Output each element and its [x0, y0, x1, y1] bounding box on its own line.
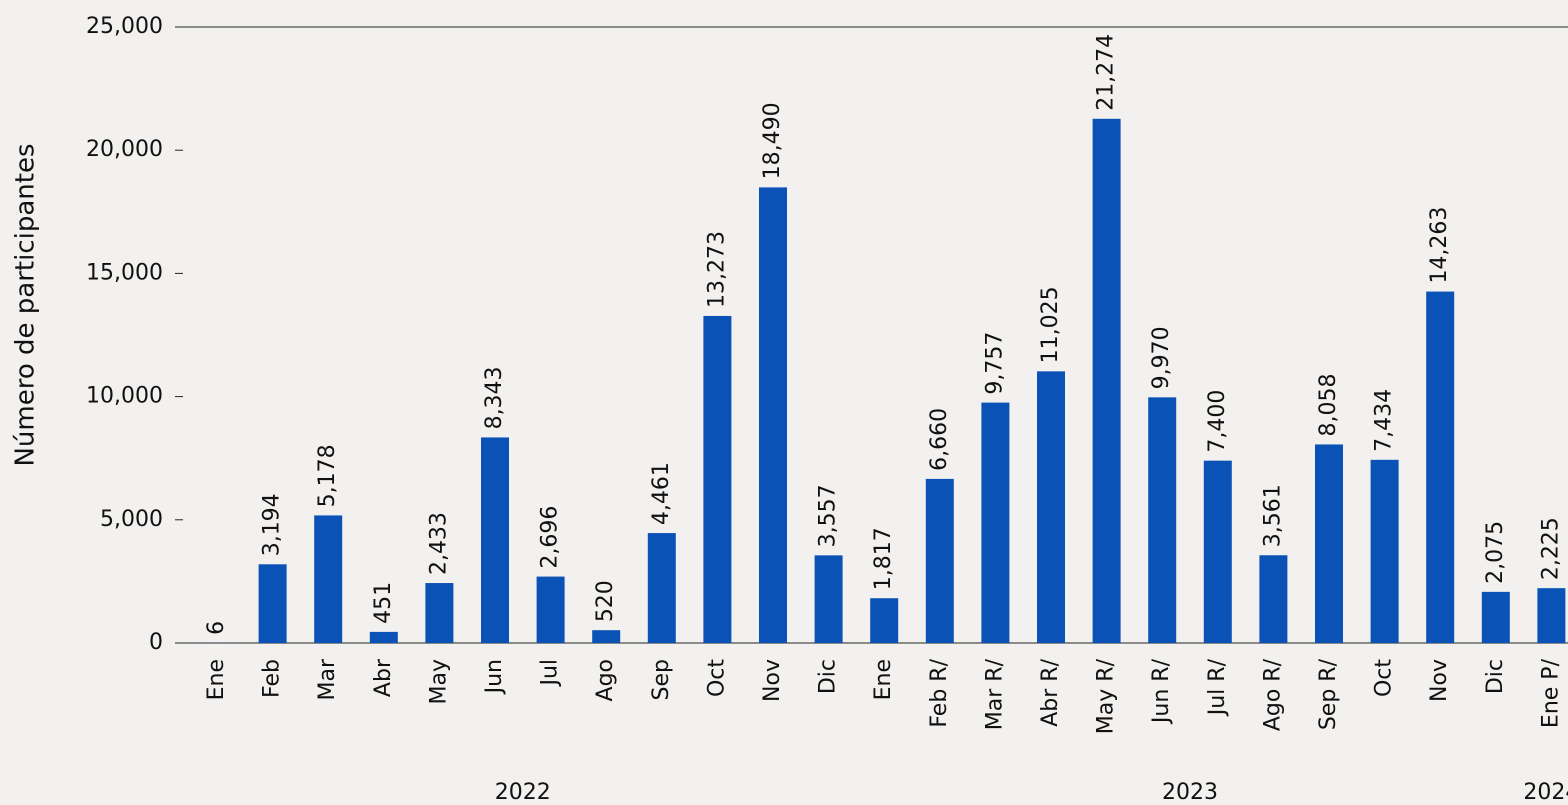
data-label: 8,058 — [1316, 373, 1341, 436]
data-label: 8,343 — [482, 366, 507, 429]
data-label: 451 — [371, 582, 396, 624]
data-label: 520 — [593, 580, 618, 622]
group-label: 2023 — [1162, 780, 1218, 805]
bar — [1148, 397, 1177, 643]
bar — [1370, 459, 1399, 643]
data-label: 1,817 — [871, 527, 896, 590]
x-tick-label: Ago — [593, 659, 618, 701]
data-label: 7,434 — [1372, 389, 1397, 452]
x-tick-label: Jul R/ — [1205, 658, 1230, 717]
data-label: 13,273 — [704, 231, 729, 308]
x-tick-label: Abr R/ — [1038, 658, 1063, 726]
bar — [981, 402, 1010, 643]
bar — [1203, 460, 1232, 643]
x-tick-label: Jun R/ — [1149, 658, 1174, 725]
group-label: 2022 — [495, 780, 551, 805]
x-tick-label: Jun — [482, 659, 507, 695]
x-tick-label: Feb R/ — [927, 658, 952, 727]
x-tick-label: Sep R/ — [1316, 658, 1341, 730]
y-tick-label: 20,000 — [86, 137, 163, 162]
x-tick-label: May — [426, 659, 451, 704]
x-tick-label: Feb — [260, 659, 285, 698]
data-label: 14,263 — [1427, 207, 1452, 284]
x-tick-label: Jul — [538, 659, 563, 688]
bar — [1315, 444, 1343, 643]
bar — [369, 631, 398, 643]
data-label: 18,490 — [760, 102, 785, 179]
bar — [814, 555, 843, 643]
data-label: 7,400 — [1205, 390, 1230, 453]
data-label: 6,660 — [927, 408, 952, 471]
y-tick-label: 5,000 — [100, 507, 163, 532]
data-label: 9,757 — [982, 332, 1007, 395]
bar — [425, 583, 454, 643]
bar — [1092, 118, 1121, 643]
bar — [925, 478, 954, 643]
data-label: 2,225 — [1538, 517, 1563, 580]
data-label: 11,025 — [1038, 286, 1063, 363]
bar — [1537, 588, 1566, 643]
data-label: 9,970 — [1149, 326, 1174, 389]
bar — [592, 630, 621, 643]
data-label: 4,461 — [649, 462, 674, 525]
data-label: 2,433 — [426, 512, 451, 575]
x-tick-label: Sep — [649, 659, 674, 700]
x-tick-label: May R/ — [1094, 658, 1119, 734]
y-axis-title: Número de participantes — [11, 143, 41, 466]
bar — [647, 533, 676, 643]
x-tick-label: Ene — [204, 659, 229, 700]
x-tick-label: Oct — [1372, 659, 1397, 697]
group-label: 2024 — [1523, 780, 1568, 805]
x-tick-label: Ago R/ — [1260, 658, 1285, 731]
x-tick-label: Ene — [871, 659, 896, 700]
bar — [759, 187, 787, 643]
data-label: 21,274 — [1094, 34, 1119, 111]
bar — [1426, 291, 1455, 643]
bar — [481, 437, 509, 643]
x-tick-label: Nov — [760, 659, 785, 702]
x-tick-label: Mar R/ — [982, 658, 1007, 730]
bar — [536, 576, 565, 643]
bar — [258, 564, 287, 643]
bar — [870, 598, 899, 643]
x-tick-label: Dic — [816, 659, 841, 694]
y-tick-label: 25,000 — [86, 14, 163, 39]
bar — [1481, 591, 1510, 643]
data-label: 2,075 — [1483, 521, 1508, 584]
bar — [703, 315, 732, 643]
data-label: 3,194 — [260, 493, 285, 556]
y-tick-label: 15,000 — [86, 260, 163, 285]
y-tick-label: 10,000 — [86, 384, 163, 409]
data-label: 3,561 — [1260, 484, 1285, 547]
data-label: 3,557 — [816, 484, 841, 547]
x-tick-label: Ene P/ — [1538, 658, 1563, 728]
bar — [314, 515, 343, 643]
y-tick-label: 0 — [149, 630, 163, 655]
x-tick-label: Abr — [371, 658, 396, 697]
bar — [1037, 371, 1065, 643]
x-tick-label: Oct — [704, 659, 729, 697]
x-tick-label: Dic — [1483, 659, 1508, 694]
bar — [1259, 555, 1288, 643]
data-label: 6 — [204, 621, 229, 635]
data-label: 2,696 — [538, 506, 563, 569]
data-label: 5,178 — [315, 444, 340, 507]
x-tick-label: Mar — [315, 658, 340, 700]
x-tick-label: Nov — [1427, 659, 1452, 702]
